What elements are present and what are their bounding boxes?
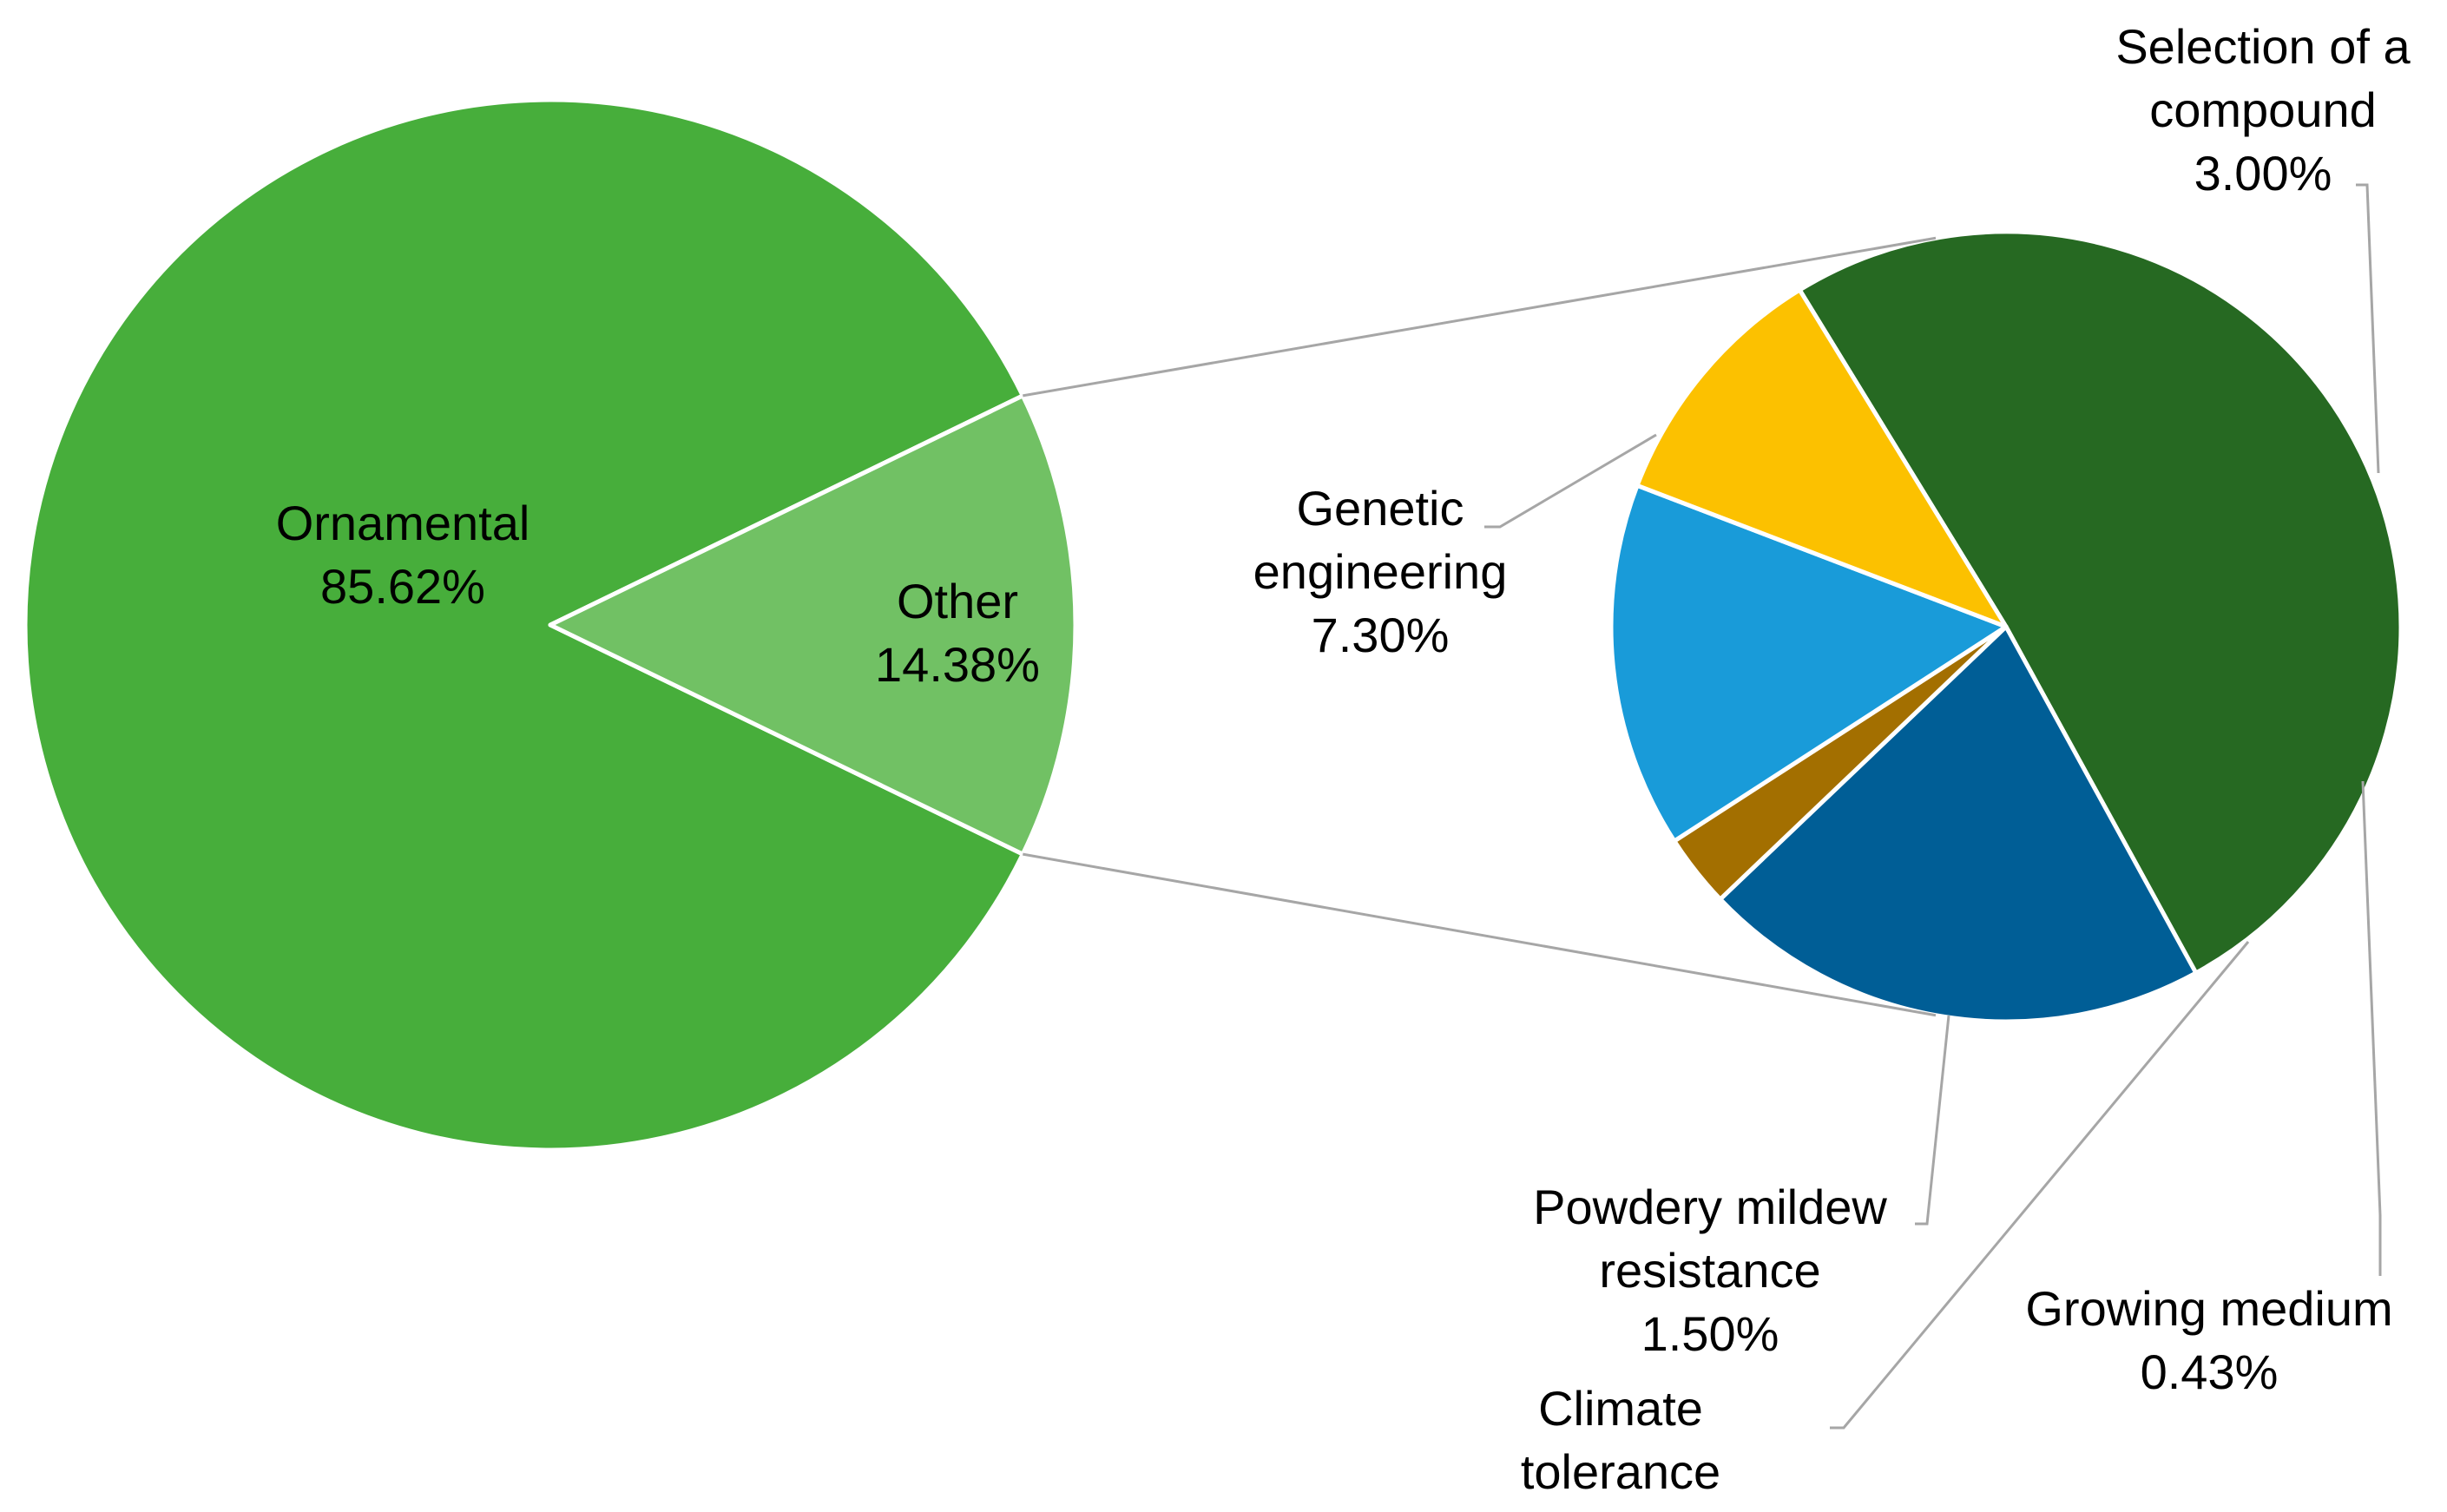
label-climate-tolerance: Climatetolerance2.15%: [1521, 1381, 1720, 1512]
slice-climate-tolerance: [1608, 483, 2009, 844]
pie-connector-lines: [1023, 236, 1937, 1017]
leader-climate-tolerance: [1830, 941, 2250, 1430]
main-pie: [23, 97, 1078, 1153]
label-powdery-mildew-resistance: Powdery mildew resistance 1.50%: [1533, 1180, 1887, 1361]
slice-powdery-mildew-resistance: [1635, 287, 2009, 629]
leader-lines: [1484, 183, 2382, 1430]
slice-selection-of-a-compound: [1718, 624, 2199, 1024]
data-labels: Ornamental 85.62% Other 14.38% Genetic engine…: [276, 19, 2411, 1512]
leader-genetic-engineering: [1484, 433, 1657, 529]
leader-growing-medium: [2361, 780, 2382, 1276]
label-growing-medium: Growing medium 0.43%: [2025, 1281, 2392, 1399]
label-genetic-engineering: Genetic engineering 7.30%: [1253, 481, 1508, 662]
leader-powdery-mildew-resistance: [1915, 1015, 1950, 1226]
connector-bottom: [1023, 852, 1937, 1017]
slice-other: [548, 393, 1078, 857]
label-selection-of-a-compound: Selection of a compound 3.00%: [2115, 19, 2411, 201]
connector-top: [1023, 236, 1937, 398]
slice-ornamental: [23, 97, 1025, 1153]
leader-selection-of-a-compound: [2356, 183, 2380, 474]
secondary-pie: [1608, 229, 2404, 1024]
label-ornamental: Ornamental 85.62%: [276, 496, 530, 614]
label-other: Other 14.38%: [875, 574, 1040, 692]
slice-genetic-engineering: [1797, 229, 2404, 976]
